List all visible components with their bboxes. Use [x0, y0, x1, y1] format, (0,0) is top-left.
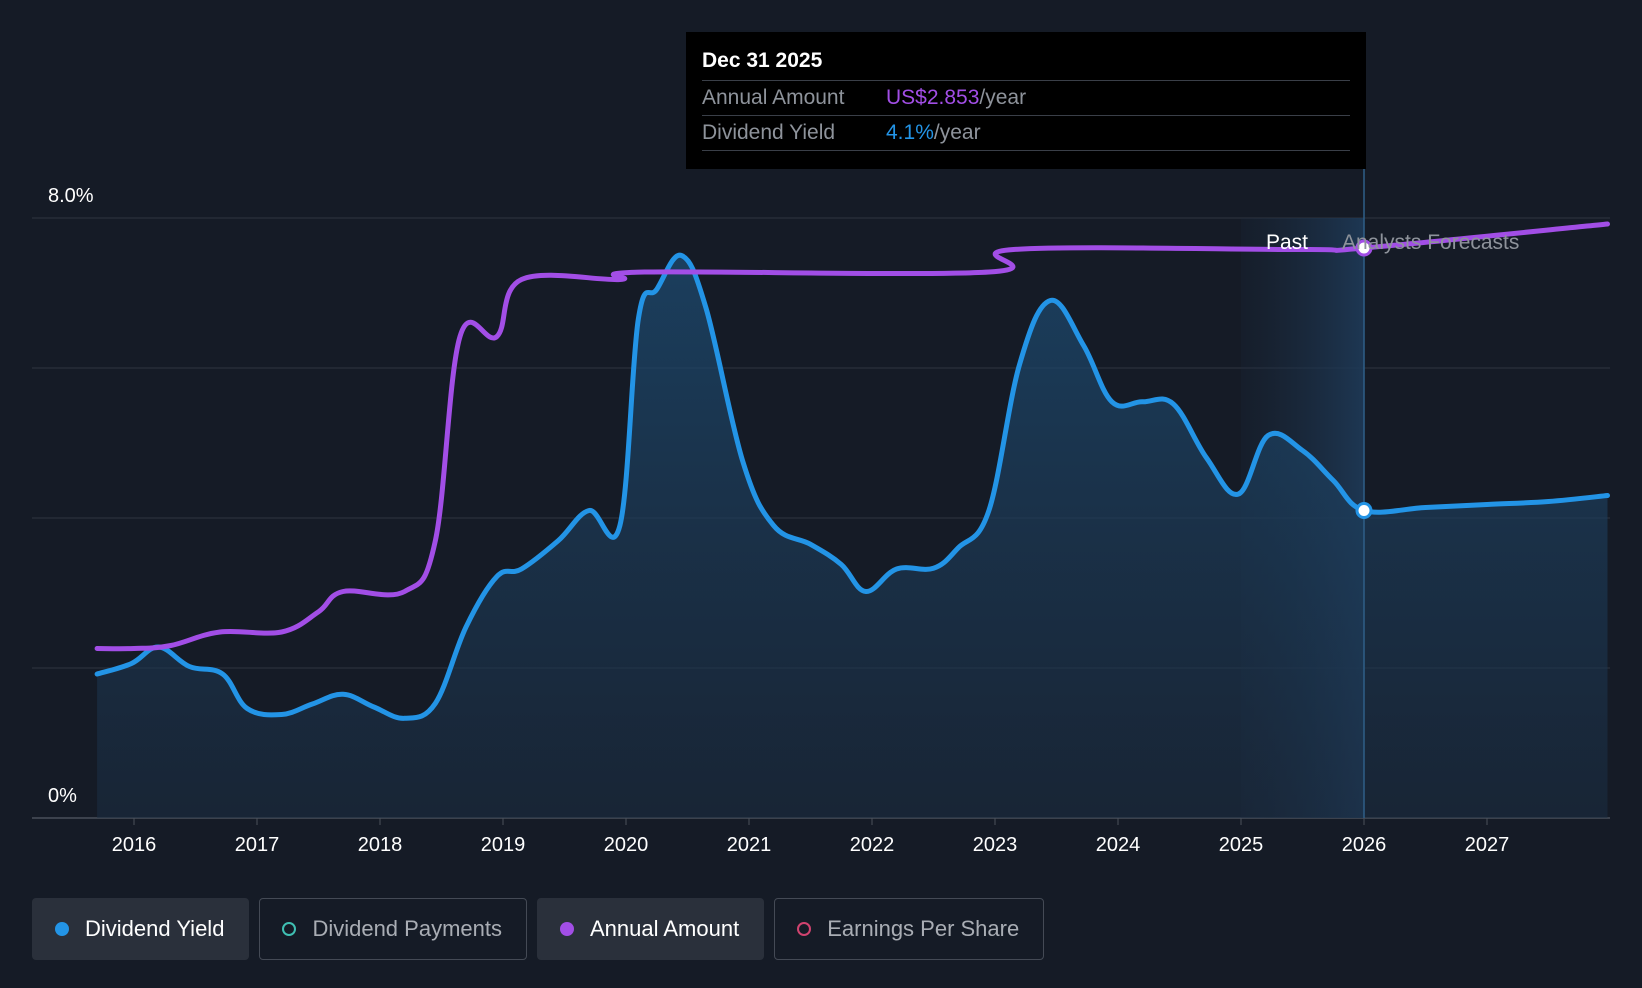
legend-dot-icon	[282, 922, 297, 936]
legend-dividend-yield-button[interactable]: Dividend Yield	[32, 898, 250, 960]
dividend-yield-marker[interactable]	[1355, 502, 1373, 519]
legend-dot-icon	[559, 922, 574, 936]
x-tick-label: 2025	[1219, 834, 1264, 856]
hover-tooltip: Dec 31 2025 Annual Amount US$2.853 /year…	[686, 32, 1366, 169]
tooltip-label: Annual Amount	[702, 86, 845, 109]
x-tick-label: 2027	[1465, 834, 1510, 856]
x-tick-label: 2023	[973, 834, 1018, 856]
tooltip-row-dividend-yield: Dividend Yield 4.1% /year	[702, 115, 1350, 151]
x-tick-label: 2018	[358, 834, 403, 856]
tooltip-label: Dividend Yield	[702, 121, 836, 144]
analysts-forecasts-label: Analysts Forecasts	[1342, 231, 1519, 254]
tooltip-value: US$2.853	[886, 86, 980, 109]
legend-dot-icon	[797, 922, 812, 936]
tooltip-row-annual-amount: Annual Amount US$2.853 /year	[702, 80, 1350, 115]
x-tick-label: 2019	[481, 834, 526, 856]
x-tick-label: 2024	[1096, 834, 1141, 856]
tooltip-unit: /year	[979, 86, 1027, 109]
dividend-yield-line	[94, 252, 1610, 721]
legend-dot-icon	[55, 922, 69, 936]
x-tick-label: 2016	[112, 834, 157, 856]
x-tick-label: 2020	[604, 834, 649, 856]
x-tick-label: 2026	[1342, 834, 1387, 856]
x-tick-label: 2021	[727, 834, 772, 856]
annual-amount-marker[interactable]	[1355, 239, 1373, 257]
y-axis-min-label: 0%	[48, 785, 77, 807]
x-tick-label: 2022	[850, 834, 895, 856]
legend-dividend-payments-button[interactable]: Dividend Payments	[259, 898, 527, 960]
legend-label: Annual Amount	[589, 916, 740, 941]
legend-label: Dividend Yield	[85, 916, 225, 941]
past-label: Past	[1266, 231, 1308, 254]
chart-legend: Dividend Yield Dividend Payments Annual …	[32, 898, 1045, 960]
tooltip-unit: /year	[933, 121, 981, 144]
y-axis-max-label: 8.0%	[48, 185, 94, 207]
legend-annual-amount-button[interactable]: Annual Amount	[536, 898, 765, 960]
legend-label: Dividend Payments	[312, 916, 502, 941]
x-axis-ticks: 2016 2017 2018 2019 2020 2021 2022 2023 2024 2025…	[112, 818, 1510, 856]
legend-label: Earnings Per Share	[827, 916, 1020, 941]
dividend-yield-area	[97, 255, 1608, 818]
annual-amount-line	[94, 221, 1610, 652]
legend-earnings-per-share-button[interactable]: Earnings Per Share	[774, 898, 1045, 960]
tooltip-value: 4.1%	[886, 121, 934, 144]
x-tick-label: 2017	[235, 834, 280, 856]
tooltip-date: Dec 31 2025	[702, 49, 823, 72]
